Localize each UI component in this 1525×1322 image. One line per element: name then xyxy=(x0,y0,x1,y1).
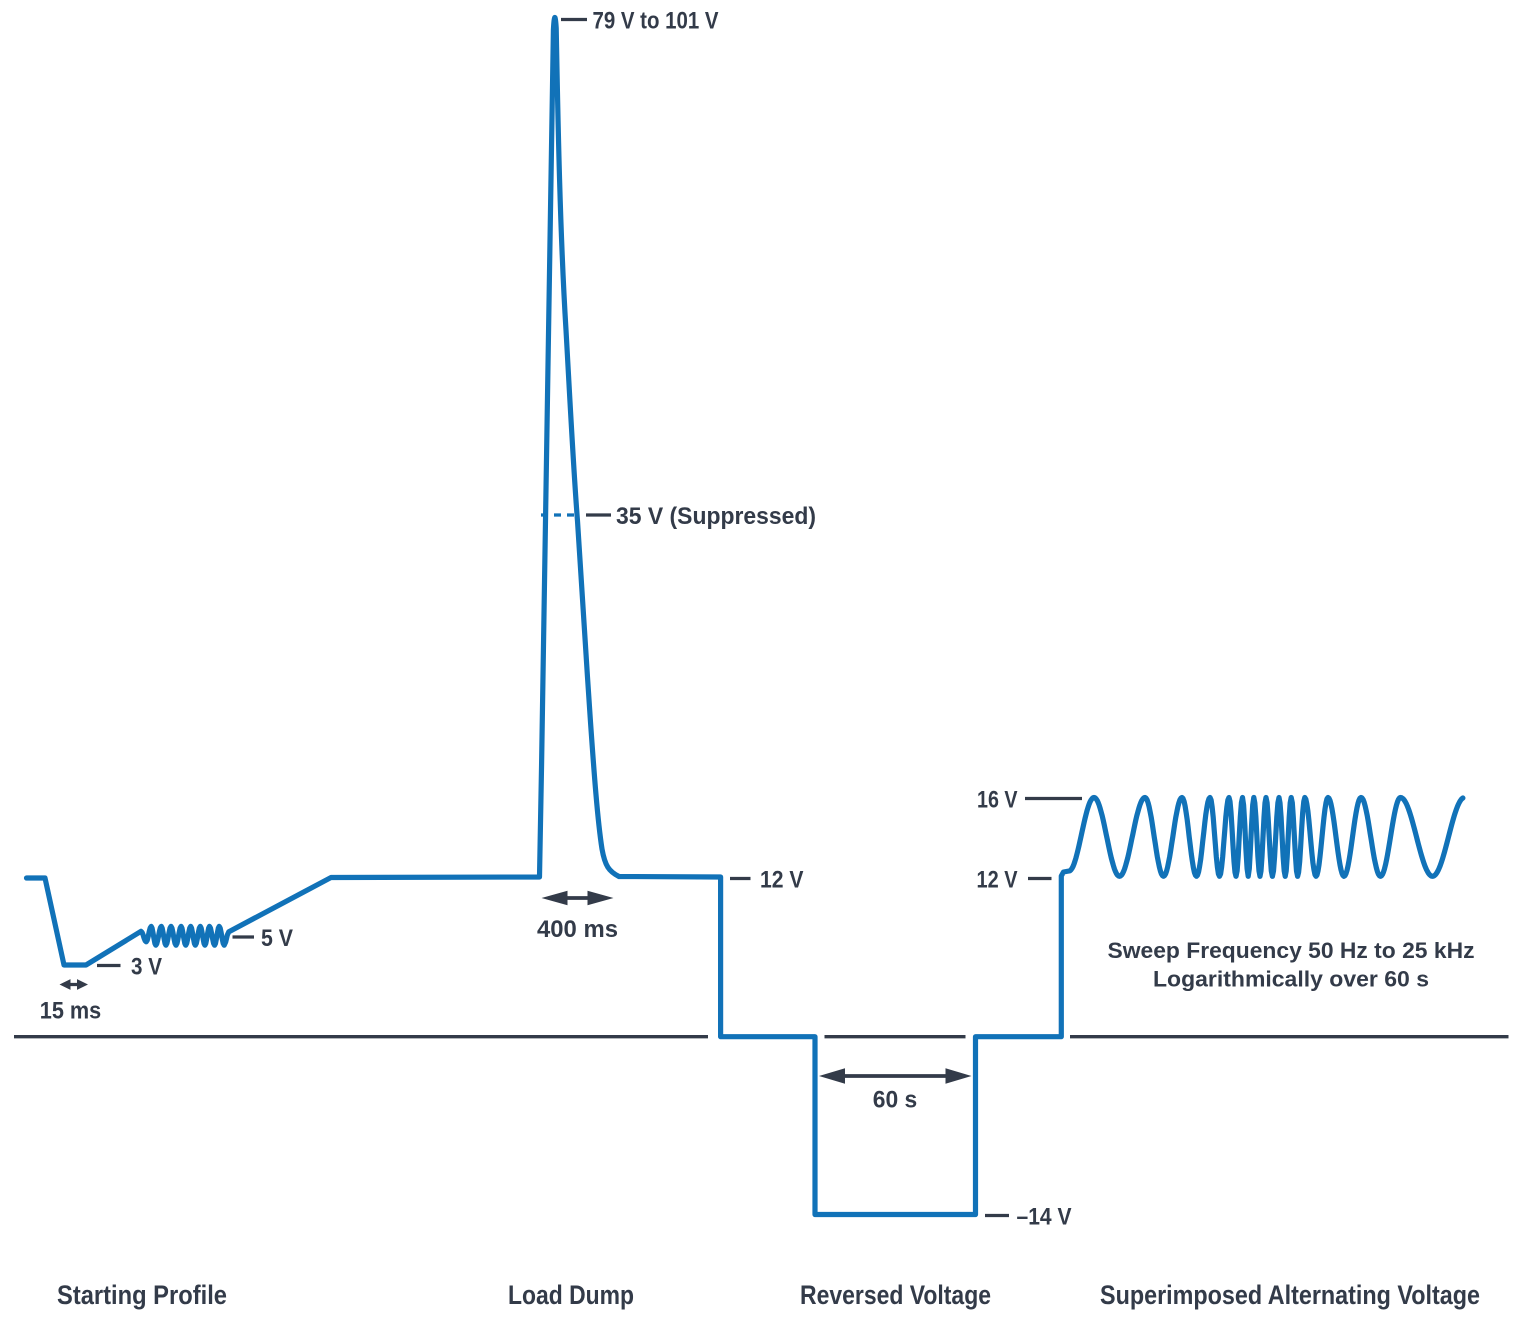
svg-text:Starting Profile: Starting Profile xyxy=(57,1280,227,1310)
svg-text:60 s: 60 s xyxy=(873,1087,918,1114)
svg-text:Load Dump: Load Dump xyxy=(508,1280,634,1310)
svg-text:5 V: 5 V xyxy=(261,925,294,952)
svg-text:12 V: 12 V xyxy=(977,867,1019,894)
svg-text:Superimposed Alternating Volta: Superimposed Alternating Voltage xyxy=(1100,1280,1480,1310)
svg-text:400 ms: 400 ms xyxy=(537,916,618,943)
svg-text:–14 V: –14 V xyxy=(1017,1204,1073,1231)
svg-text:Logarithmically over 60 s: Logarithmically over 60 s xyxy=(1153,967,1429,992)
svg-text:3 V: 3 V xyxy=(131,954,163,981)
svg-text:Sweep Frequency 50 Hz to 25 kH: Sweep Frequency 50 Hz to 25 kHz xyxy=(1108,938,1475,963)
svg-text:16 V: 16 V xyxy=(977,787,1018,814)
svg-text:Reversed Voltage: Reversed Voltage xyxy=(800,1280,991,1310)
svg-text:15 ms: 15 ms xyxy=(40,998,102,1025)
svg-text:35 V (Suppressed): 35 V (Suppressed) xyxy=(616,503,816,530)
svg-text:79 V to 101 V: 79 V to 101 V xyxy=(593,8,720,35)
svg-text:12 V: 12 V xyxy=(760,867,804,894)
